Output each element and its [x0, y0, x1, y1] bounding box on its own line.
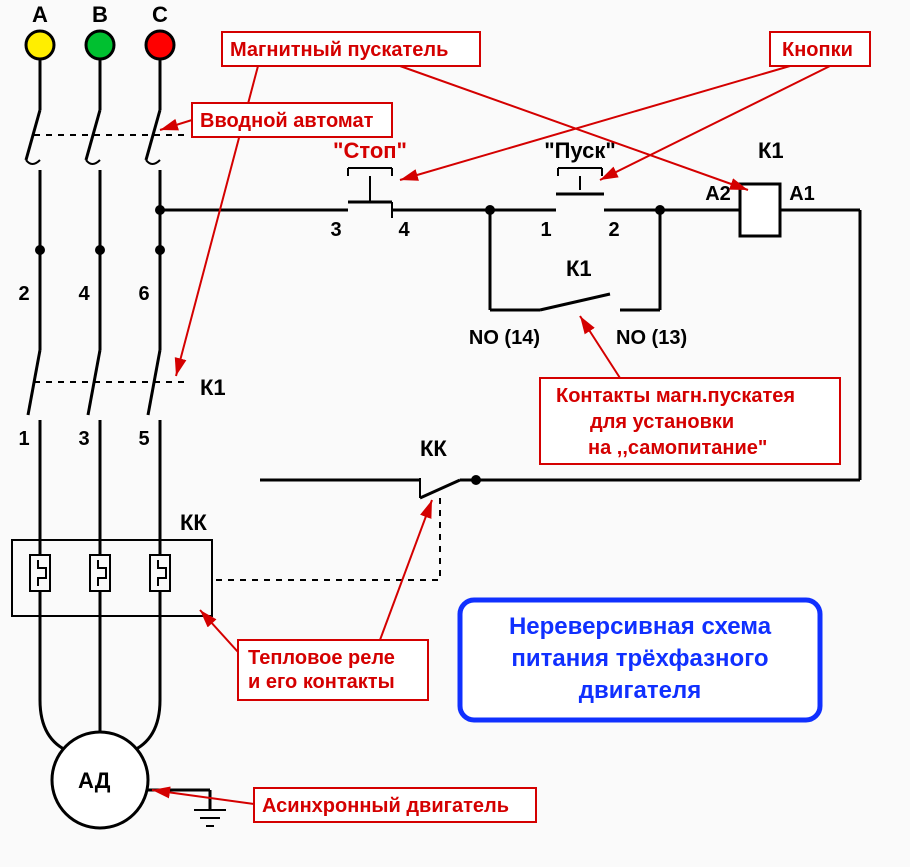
svg-text:A1: A1	[789, 183, 815, 205]
svg-text:К1: К1	[758, 138, 784, 163]
svg-text:КК: КК	[180, 510, 207, 535]
svg-text:Нереверсивная схема: Нереверсивная схема	[509, 613, 772, 640]
k1-coil: К1 A2 A1	[705, 138, 815, 236]
phase-b-label: B	[92, 2, 108, 27]
phase-b-lamp	[86, 31, 114, 59]
svg-text:Контакты магн.пускатея: Контакты магн.пускатея	[556, 385, 795, 407]
svg-text:3: 3	[330, 219, 341, 241]
kk-control-contact: КК	[212, 436, 476, 580]
node-b	[95, 245, 105, 255]
svg-text:2: 2	[18, 283, 29, 305]
svg-text:"Стоп": "Стоп"	[333, 138, 407, 163]
contactor-power-contacts: 2 4 6 К1 1 3 5	[18, 283, 225, 540]
node-a	[35, 245, 45, 255]
svg-text:АД: АД	[78, 768, 111, 793]
svg-text:1: 1	[18, 428, 29, 450]
svg-text:4: 4	[398, 219, 410, 241]
motor: АД	[52, 732, 148, 828]
phase-a-label: A	[32, 2, 48, 27]
k1-aux-contact: К1 NO (14) NO (13)	[469, 210, 687, 349]
svg-text:К1: К1	[566, 256, 592, 281]
svg-text:для установки: для установки	[590, 411, 734, 433]
start-button: "Пуск" 1 2	[540, 138, 620, 241]
stop-button: "Стоп" 3 4	[330, 138, 410, 241]
svg-text:КК: КК	[420, 436, 447, 461]
svg-text:и его контакты: и его контакты	[248, 671, 395, 693]
k1-power-label: К1	[200, 375, 226, 400]
svg-text:A2: A2	[705, 183, 731, 205]
annotation-aux: Контакты магн.пускатея для установки на …	[540, 316, 840, 464]
svg-text:6: 6	[138, 283, 149, 305]
svg-text:Асинхронный двигатель: Асинхронный двигатель	[262, 795, 509, 817]
svg-text:Вводной автомат: Вводной автомат	[200, 110, 374, 132]
phase-wires	[40, 59, 160, 110]
circuit-diagram: A B C 2 4 6 К1 1 3 5 КК	[0, 0, 910, 867]
svg-text:NO (14): NO (14)	[469, 327, 540, 349]
control-circuit: "Стоп" 3 4 "Пуск" 1 2 К1 A2 A1	[160, 138, 860, 580]
svg-text:1: 1	[540, 219, 551, 241]
node-c	[155, 245, 165, 255]
svg-text:"Пуск": "Пуск"	[544, 138, 616, 163]
svg-text:питания трёхфазного: питания трёхфазного	[511, 645, 768, 672]
svg-text:3: 3	[78, 428, 89, 450]
annotation-contactor: Магнитный пускатель	[176, 32, 748, 376]
phase-c-label: C	[152, 2, 168, 27]
svg-text:2: 2	[608, 219, 619, 241]
svg-text:NO (13): NO (13)	[616, 327, 687, 349]
title-box: Нереверсивная схема питания трёхфазного …	[460, 600, 820, 720]
svg-text:4: 4	[78, 283, 90, 305]
input-breaker	[26, 110, 190, 350]
annotation-thermal: Тепловое реле и его контакты	[200, 500, 432, 700]
svg-text:Тепловое реле: Тепловое реле	[248, 647, 395, 669]
svg-text:на ,,самопитание": на ,,самопитание"	[588, 437, 767, 459]
svg-text:двигателя: двигателя	[579, 677, 701, 704]
svg-text:Кнопки: Кнопки	[782, 39, 853, 61]
phase-indicators: A B C	[26, 2, 174, 59]
phase-a-lamp	[26, 31, 54, 59]
phase-c-lamp	[146, 31, 174, 59]
svg-text:Магнитный пускатель: Магнитный пускатель	[230, 39, 448, 61]
svg-text:5: 5	[138, 428, 149, 450]
annotation-breaker: Вводной автомат	[160, 103, 392, 137]
thermal-relay: КК	[12, 510, 212, 616]
